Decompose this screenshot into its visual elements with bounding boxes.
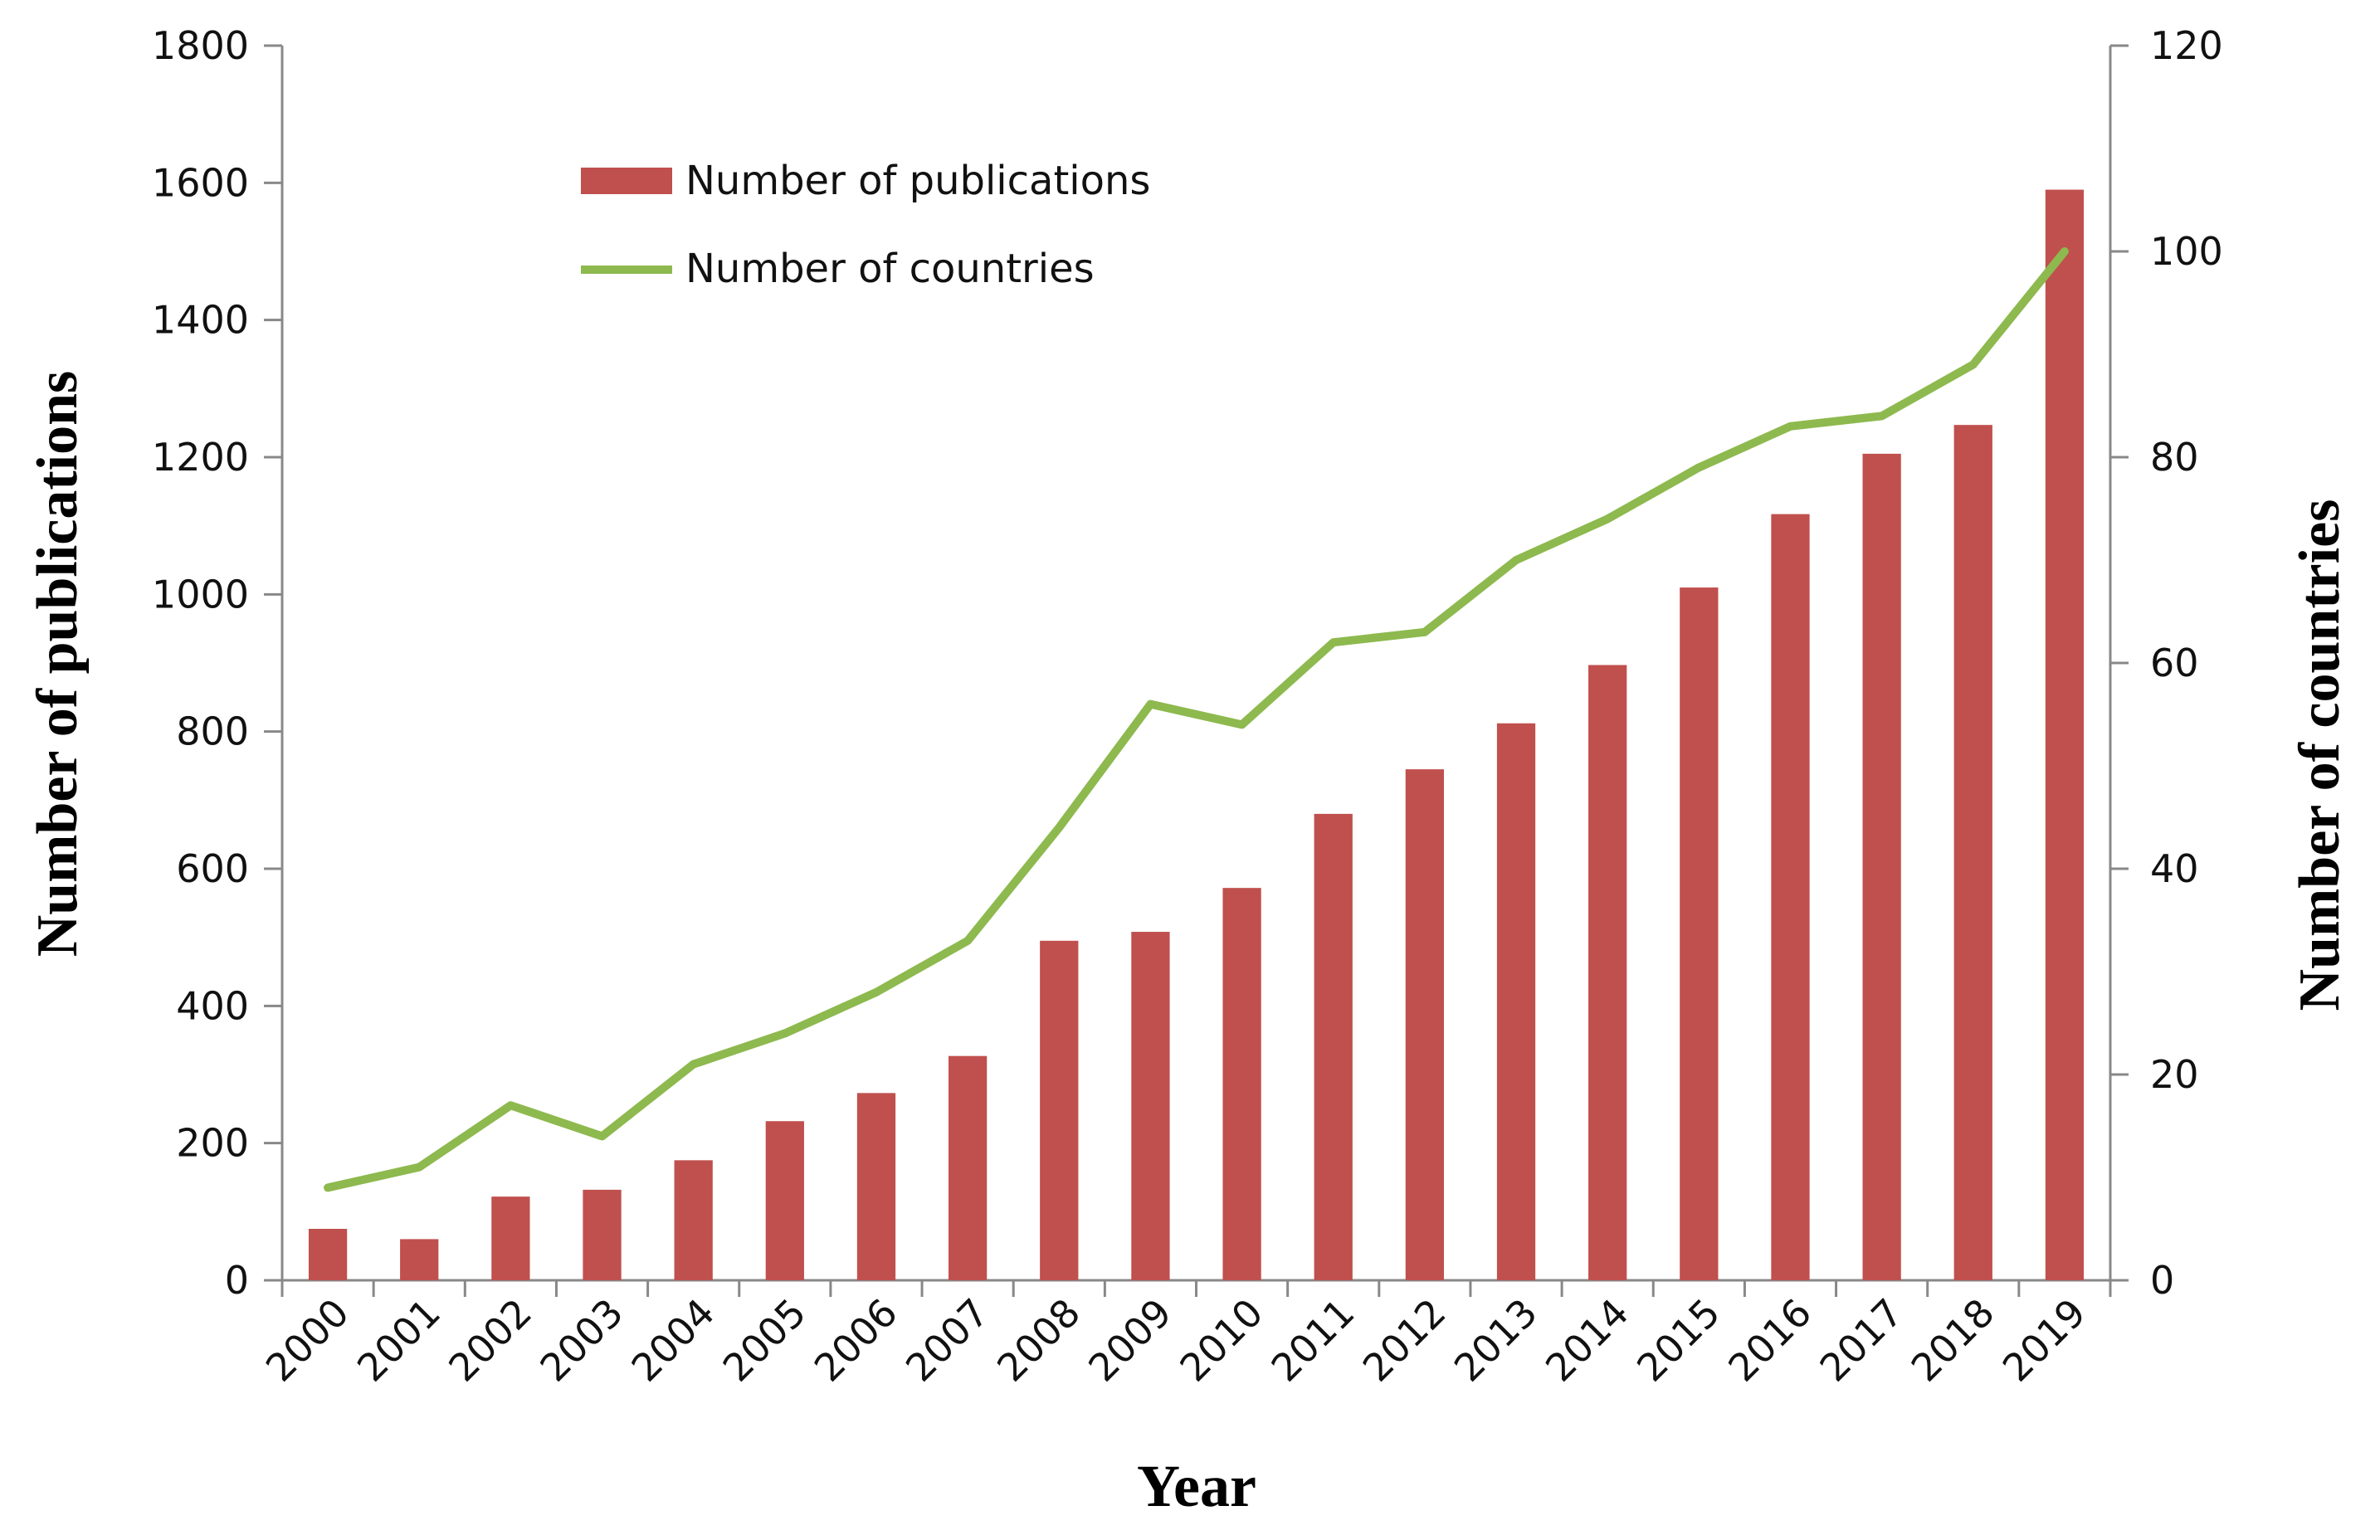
x-tick-label: 2003	[531, 1290, 632, 1391]
x-tick-label: 2002	[440, 1290, 540, 1391]
publication-bar	[1953, 425, 1992, 1280]
x-axis-title: Year	[1137, 1453, 1256, 1519]
publication-bar	[1496, 723, 1536, 1280]
publication-bar	[1222, 888, 1261, 1280]
left-tick-label: 1400	[152, 298, 249, 343]
countries-point	[1698, 466, 1700, 469]
x-tick-label: 2013	[1446, 1290, 1546, 1391]
publication-bar	[308, 1229, 348, 1280]
right-tick-label: 120	[2150, 23, 2223, 68]
x-tick-label: 2010	[1171, 1290, 1271, 1391]
x-tick-label: 2007	[897, 1290, 997, 1391]
publication-bars	[308, 189, 2085, 1281]
right-tick-label: 80	[2150, 435, 2199, 480]
x-tick-label: 2012	[1354, 1290, 1455, 1391]
left-axis-ticks: 0 200 400 600 800 1000 1200 1400 1600 1800	[152, 23, 282, 1303]
legend-label-countries: Number of countries	[685, 246, 1095, 292]
publication-bar	[491, 1196, 530, 1280]
publication-bar	[856, 1093, 896, 1280]
publication-bar	[1405, 769, 1445, 1280]
x-tick-label: 2008	[988, 1290, 1089, 1391]
right-tick-label: 40	[2150, 846, 2199, 891]
right-axis-ticks: 0 20 40 60 80 100 120	[2110, 23, 2223, 1303]
x-tick-label: 2011	[1263, 1290, 1363, 1391]
publication-bar	[1588, 665, 1627, 1280]
x-tick-label: 2015	[1628, 1290, 1729, 1391]
publication-bar	[1862, 453, 1901, 1280]
x-tick-label: 2014	[1537, 1290, 1637, 1391]
publication-bar	[583, 1189, 622, 1280]
right-tick-label: 60	[2150, 641, 2199, 685]
x-tick-label: 2004	[622, 1290, 723, 1391]
publication-bar	[1680, 587, 1719, 1280]
x-tick-label: 2000	[257, 1290, 358, 1391]
x-tick-label: 2005	[714, 1290, 815, 1391]
countries-point	[1880, 415, 1883, 417]
publication-bar	[948, 1055, 988, 1280]
countries-point	[1149, 703, 1152, 705]
countries-point	[1789, 425, 1792, 427]
countries-point	[510, 1104, 512, 1107]
left-tick-label: 400	[176, 983, 249, 1028]
left-tick-label: 1000	[152, 572, 249, 616]
countries-point	[1607, 518, 1609, 520]
countries-point	[967, 939, 969, 942]
countries-point	[2063, 251, 2065, 252]
right-y-axis-title: Number of countries	[2288, 500, 2352, 1011]
left-tick-label: 1200	[152, 435, 249, 480]
legend: Number of publications Number of countri…	[581, 158, 1150, 292]
x-tick-label: 2001	[349, 1290, 449, 1391]
countries-point	[327, 1187, 329, 1189]
x-axis-ticks: 2000200120022003200420052006200720082009…	[257, 1280, 2112, 1391]
right-tick-label: 0	[2150, 1258, 2174, 1303]
publication-bar	[1314, 813, 1353, 1280]
left-tick-label: 1600	[152, 160, 249, 205]
right-tick-label: 20	[2150, 1052, 2199, 1097]
countries-point	[783, 1032, 786, 1035]
x-tick-label: 2009	[1080, 1290, 1180, 1391]
left-tick-label: 600	[176, 846, 249, 891]
countries-point	[1332, 641, 1334, 644]
x-tick-label: 2006	[806, 1290, 906, 1391]
left-tick-label: 0	[225, 1258, 249, 1303]
countries-point	[1972, 363, 1974, 366]
axes-layer	[280, 46, 2112, 1282]
countries-point	[601, 1135, 603, 1138]
countries-point	[692, 1063, 695, 1065]
left-tick-label: 1800	[152, 23, 249, 68]
countries-line	[324, 247, 2069, 1192]
left-y-axis-title: Number of publications	[26, 371, 90, 958]
legend-label-publications: Number of publications	[685, 158, 1150, 204]
x-tick-label: 2018	[1903, 1290, 2003, 1391]
x-tick-label: 2016	[1719, 1290, 1820, 1391]
countries-point	[1241, 724, 1243, 726]
countries-line-layer	[324, 247, 2069, 1192]
right-tick-label: 100	[2150, 229, 2223, 274]
x-tick-label: 2017	[1811, 1290, 1911, 1391]
publication-bar	[1040, 940, 1079, 1280]
legend-swatch-publications	[581, 168, 672, 194]
publication-bar	[1771, 514, 1810, 1280]
countries-point	[875, 991, 877, 993]
publication-bar	[400, 1239, 439, 1280]
left-tick-label: 800	[176, 709, 249, 754]
left-tick-label: 200	[176, 1121, 249, 1166]
countries-point	[1423, 631, 1426, 633]
publication-bar	[765, 1121, 804, 1280]
x-tick-label: 2019	[1994, 1290, 2095, 1391]
publication-bar	[1131, 932, 1170, 1280]
publication-bar	[2045, 189, 2085, 1281]
countries-point	[418, 1166, 421, 1168]
countries-point	[1058, 826, 1061, 829]
publication-bar	[674, 1160, 713, 1280]
countries-point	[1515, 559, 1518, 561]
